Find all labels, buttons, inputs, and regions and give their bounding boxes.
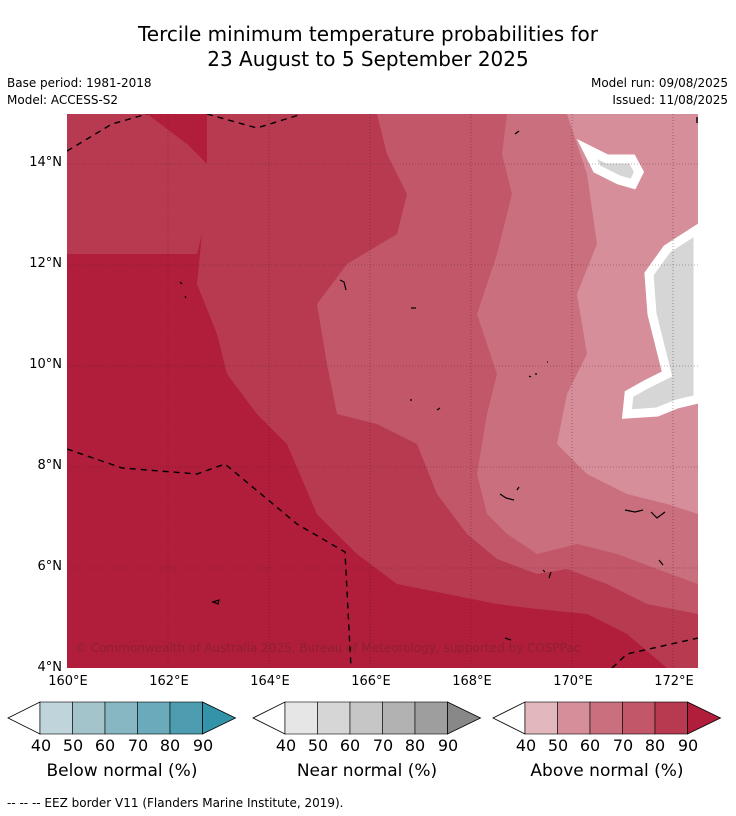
below-swatch-50 xyxy=(72,701,106,735)
near-tick-70: 70 xyxy=(372,736,394,755)
near-extend-low xyxy=(252,701,286,735)
meta-right: Model run: 09/08/2025 Issued: 11/08/2025 xyxy=(591,75,728,109)
above-tick-40: 40 xyxy=(515,736,537,755)
eez-footnote: -- -- -- EEZ border V11 (Flanders Marine… xyxy=(7,796,344,810)
zone-near-50 xyxy=(621,223,698,419)
lat-label-8n: 8°N xyxy=(37,458,63,473)
below-normal-title: Below normal (%) xyxy=(46,761,198,781)
lat-label-6n: 6°N xyxy=(37,559,63,574)
near-normal-title: Near normal (%) xyxy=(296,761,438,781)
lon-label-172e: 172°E xyxy=(654,674,694,689)
below-swatch-60 xyxy=(104,701,138,735)
island-1 xyxy=(514,130,520,135)
near-tick-90: 90 xyxy=(437,736,459,755)
below-tick-80: 80 xyxy=(159,736,181,755)
above-extend-high xyxy=(687,701,722,735)
below-extend-high xyxy=(202,701,237,735)
near-tick-40: 40 xyxy=(275,736,297,755)
meta-left: Base period: 1981-2018 Model: ACCESS-S2 xyxy=(7,75,152,109)
island-2 xyxy=(179,281,187,299)
colorbar-near-swatches xyxy=(252,701,482,735)
above-swatch-50 xyxy=(557,701,591,735)
title-line-1: Tercile minimum temperature probabilitie… xyxy=(137,22,599,46)
above-tick-60: 60 xyxy=(579,736,601,755)
above-tick-70: 70 xyxy=(612,736,634,755)
lon-label-164e: 164°E xyxy=(250,674,290,689)
base-period: Base period: 1981-2018 xyxy=(7,76,152,90)
near-tick-60: 60 xyxy=(339,736,361,755)
below-tick-40: 40 xyxy=(30,736,52,755)
above-swatch-60 xyxy=(589,701,623,735)
lon-label-170e: 170°E xyxy=(553,674,593,689)
map-title: Tercile minimum temperature probabilitie… xyxy=(0,22,736,72)
zone-above-80-north xyxy=(67,114,217,254)
below-tick-50: 50 xyxy=(62,736,84,755)
lon-label-162e: 162°E xyxy=(149,674,189,689)
near-tick-50: 50 xyxy=(307,736,329,755)
eez-border-se xyxy=(611,637,698,668)
island-7 xyxy=(499,486,520,501)
below-tick-70: 70 xyxy=(127,736,149,755)
above-normal-title: Above normal (%) xyxy=(530,761,684,781)
map-canvas xyxy=(67,114,698,668)
near-tick-80: 80 xyxy=(404,736,426,755)
issued-date: Issued: 11/08/2025 xyxy=(612,93,728,107)
island-6 xyxy=(410,399,441,411)
below-swatch-80 xyxy=(169,701,203,735)
lat-label-12n: 12°N xyxy=(29,256,62,271)
near-swatch-70 xyxy=(382,701,416,735)
model-name: Model: ACCESS-S2 xyxy=(7,93,119,107)
eez-border-sw xyxy=(67,448,352,668)
above-tick-90: 90 xyxy=(677,736,699,755)
lat-label-14n: 14°N xyxy=(29,155,62,170)
island-5 xyxy=(211,599,220,605)
title-line-2: 23 August to 5 September 2025 xyxy=(207,47,529,71)
below-tick-90: 90 xyxy=(192,736,214,755)
near-swatch-80 xyxy=(414,701,448,735)
graticule xyxy=(67,114,698,668)
lon-label-168e: 168°E xyxy=(452,674,492,689)
islands xyxy=(179,130,666,641)
lon-label-160e: 160°E xyxy=(48,674,88,689)
above-tick-50: 50 xyxy=(547,736,569,755)
island-8 xyxy=(528,361,548,378)
zone-near-50-north xyxy=(576,138,645,190)
island-10 xyxy=(542,569,552,579)
lat-label-10n: 10°N xyxy=(29,357,62,372)
above-swatch-80 xyxy=(654,701,688,735)
near-swatch-50 xyxy=(317,701,351,735)
below-tick-60: 60 xyxy=(94,736,116,755)
lon-label-166e: 166°E xyxy=(351,674,391,689)
above-extend-low xyxy=(492,701,526,735)
below-swatch-70 xyxy=(137,701,171,735)
near-swatch-60 xyxy=(349,701,383,735)
near-extend-high xyxy=(447,701,482,735)
below-extend-low xyxy=(7,701,41,735)
eez-borders xyxy=(67,114,698,668)
colorbar-above-swatches xyxy=(492,701,722,735)
above-tick-80: 80 xyxy=(644,736,666,755)
colorbar-below-swatches xyxy=(7,701,237,735)
island-11 xyxy=(658,559,664,566)
lat-label-4n: 4°N xyxy=(37,660,63,675)
probability-map xyxy=(67,114,698,668)
near-swatch-40 xyxy=(284,701,318,735)
island-12 xyxy=(504,637,512,641)
copyright-notice: © Commonwealth of Australia 2025, Bureau… xyxy=(75,641,581,655)
model-run: Model run: 09/08/2025 xyxy=(590,76,728,90)
above-swatch-70 xyxy=(622,701,656,735)
below-swatch-40 xyxy=(39,701,73,735)
island-3 xyxy=(339,279,347,291)
island-9 xyxy=(624,509,666,519)
above-swatch-40 xyxy=(524,701,558,735)
